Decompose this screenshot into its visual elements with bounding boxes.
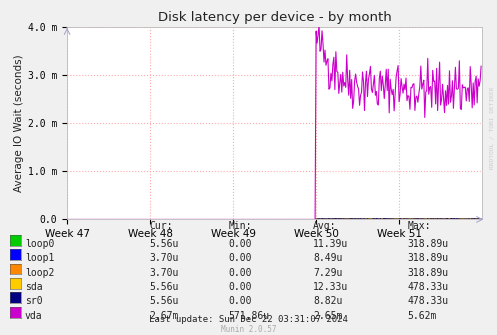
Text: 5.56u: 5.56u xyxy=(149,296,178,307)
Text: Cur:: Cur: xyxy=(149,221,172,231)
Text: Min:: Min: xyxy=(229,221,252,231)
Text: 8.82u: 8.82u xyxy=(313,296,342,307)
Text: 478.33u: 478.33u xyxy=(408,282,449,292)
Text: Last update: Sun Dec 22 03:31:07 2024: Last update: Sun Dec 22 03:31:07 2024 xyxy=(149,316,348,324)
Text: 5.56u: 5.56u xyxy=(149,239,178,249)
Text: 3.70u: 3.70u xyxy=(149,268,178,278)
Text: 0.00: 0.00 xyxy=(229,253,252,263)
Text: 8.49u: 8.49u xyxy=(313,253,342,263)
Text: 5.56u: 5.56u xyxy=(149,282,178,292)
Text: 2.67m: 2.67m xyxy=(149,311,178,321)
Text: 2.65m: 2.65m xyxy=(313,311,342,321)
Text: loop2: loop2 xyxy=(25,268,54,278)
Text: Munin 2.0.57: Munin 2.0.57 xyxy=(221,326,276,334)
Title: Disk latency per device - by month: Disk latency per device - by month xyxy=(158,11,392,24)
Text: 478.33u: 478.33u xyxy=(408,296,449,307)
Text: 7.29u: 7.29u xyxy=(313,268,342,278)
Text: vda: vda xyxy=(25,311,42,321)
Text: 318.89u: 318.89u xyxy=(408,253,449,263)
Text: 11.39u: 11.39u xyxy=(313,239,348,249)
Text: loop1: loop1 xyxy=(25,253,54,263)
Text: loop0: loop0 xyxy=(25,239,54,249)
Text: 318.89u: 318.89u xyxy=(408,239,449,249)
Text: sda: sda xyxy=(25,282,42,292)
Text: 0.00: 0.00 xyxy=(229,296,252,307)
Text: 0.00: 0.00 xyxy=(229,282,252,292)
Text: sr0: sr0 xyxy=(25,296,42,307)
Text: Max:: Max: xyxy=(408,221,431,231)
Text: 0.00: 0.00 xyxy=(229,268,252,278)
Text: Avg:: Avg: xyxy=(313,221,336,231)
Text: 5.62m: 5.62m xyxy=(408,311,437,321)
Text: 3.70u: 3.70u xyxy=(149,253,178,263)
Text: RRDTOOL / TOBI OETIKER: RRDTOOL / TOBI OETIKER xyxy=(490,86,495,169)
Text: 571.86u: 571.86u xyxy=(229,311,270,321)
Text: 0.00: 0.00 xyxy=(229,239,252,249)
Text: 318.89u: 318.89u xyxy=(408,268,449,278)
Y-axis label: Average IO Wait (seconds): Average IO Wait (seconds) xyxy=(14,54,24,192)
Text: 12.33u: 12.33u xyxy=(313,282,348,292)
